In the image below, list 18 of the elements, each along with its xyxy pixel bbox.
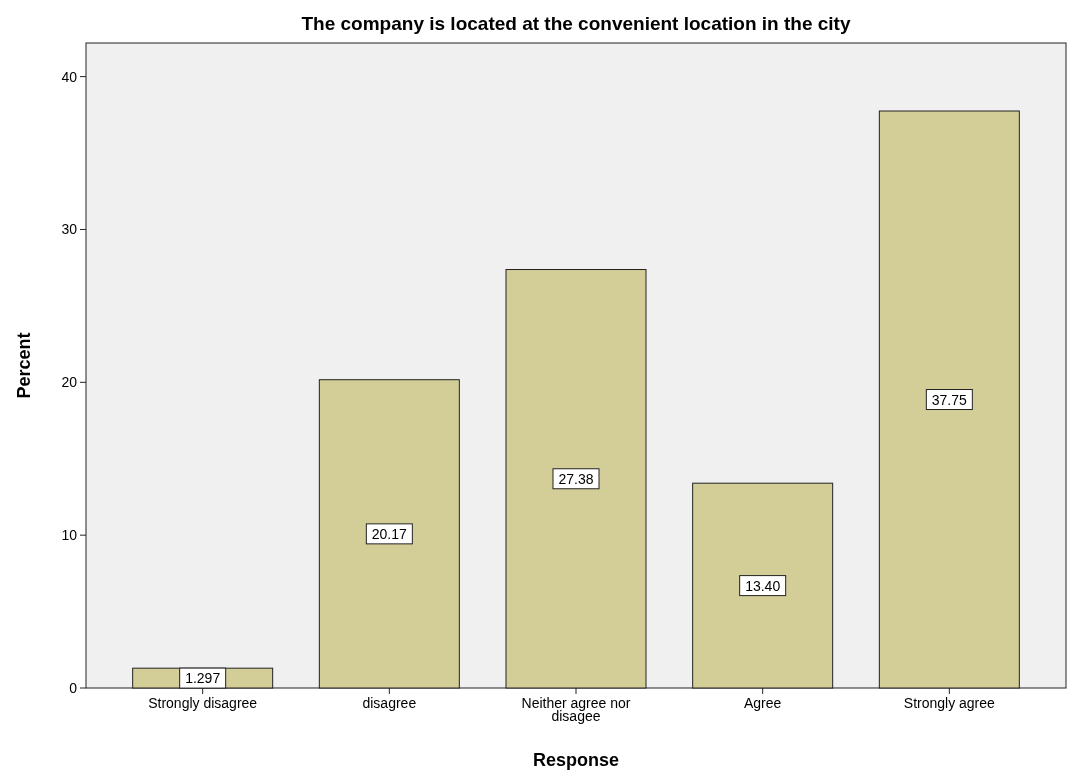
y-tick-label: 10 xyxy=(61,527,78,544)
x-tick-label: Neither agree nor disagee xyxy=(521,695,631,724)
x-tick-label: Strongly disagree xyxy=(148,695,258,711)
chart-title: The company is located at the convenient location in the city xyxy=(301,13,851,34)
y-tick-label: 0 xyxy=(69,680,78,696)
x-tick-label: disagree xyxy=(362,695,417,711)
data-label: 37.75 xyxy=(931,391,968,408)
x-tick-label: Strongly agree xyxy=(903,695,996,711)
y-tick-label: 40 xyxy=(61,68,78,85)
data-label: 20.17 xyxy=(371,525,408,542)
x-tick-label: Agree xyxy=(743,695,782,711)
y-tick-label: 30 xyxy=(61,221,78,238)
x-axis-title: Response xyxy=(532,750,620,770)
y-axis-title: Percent xyxy=(14,332,34,399)
data-label: 27.38 xyxy=(558,470,594,487)
data-label: 13.40 xyxy=(745,577,781,594)
y-tick-label: 20 xyxy=(61,374,78,391)
data-label: 1.297 xyxy=(185,670,221,687)
